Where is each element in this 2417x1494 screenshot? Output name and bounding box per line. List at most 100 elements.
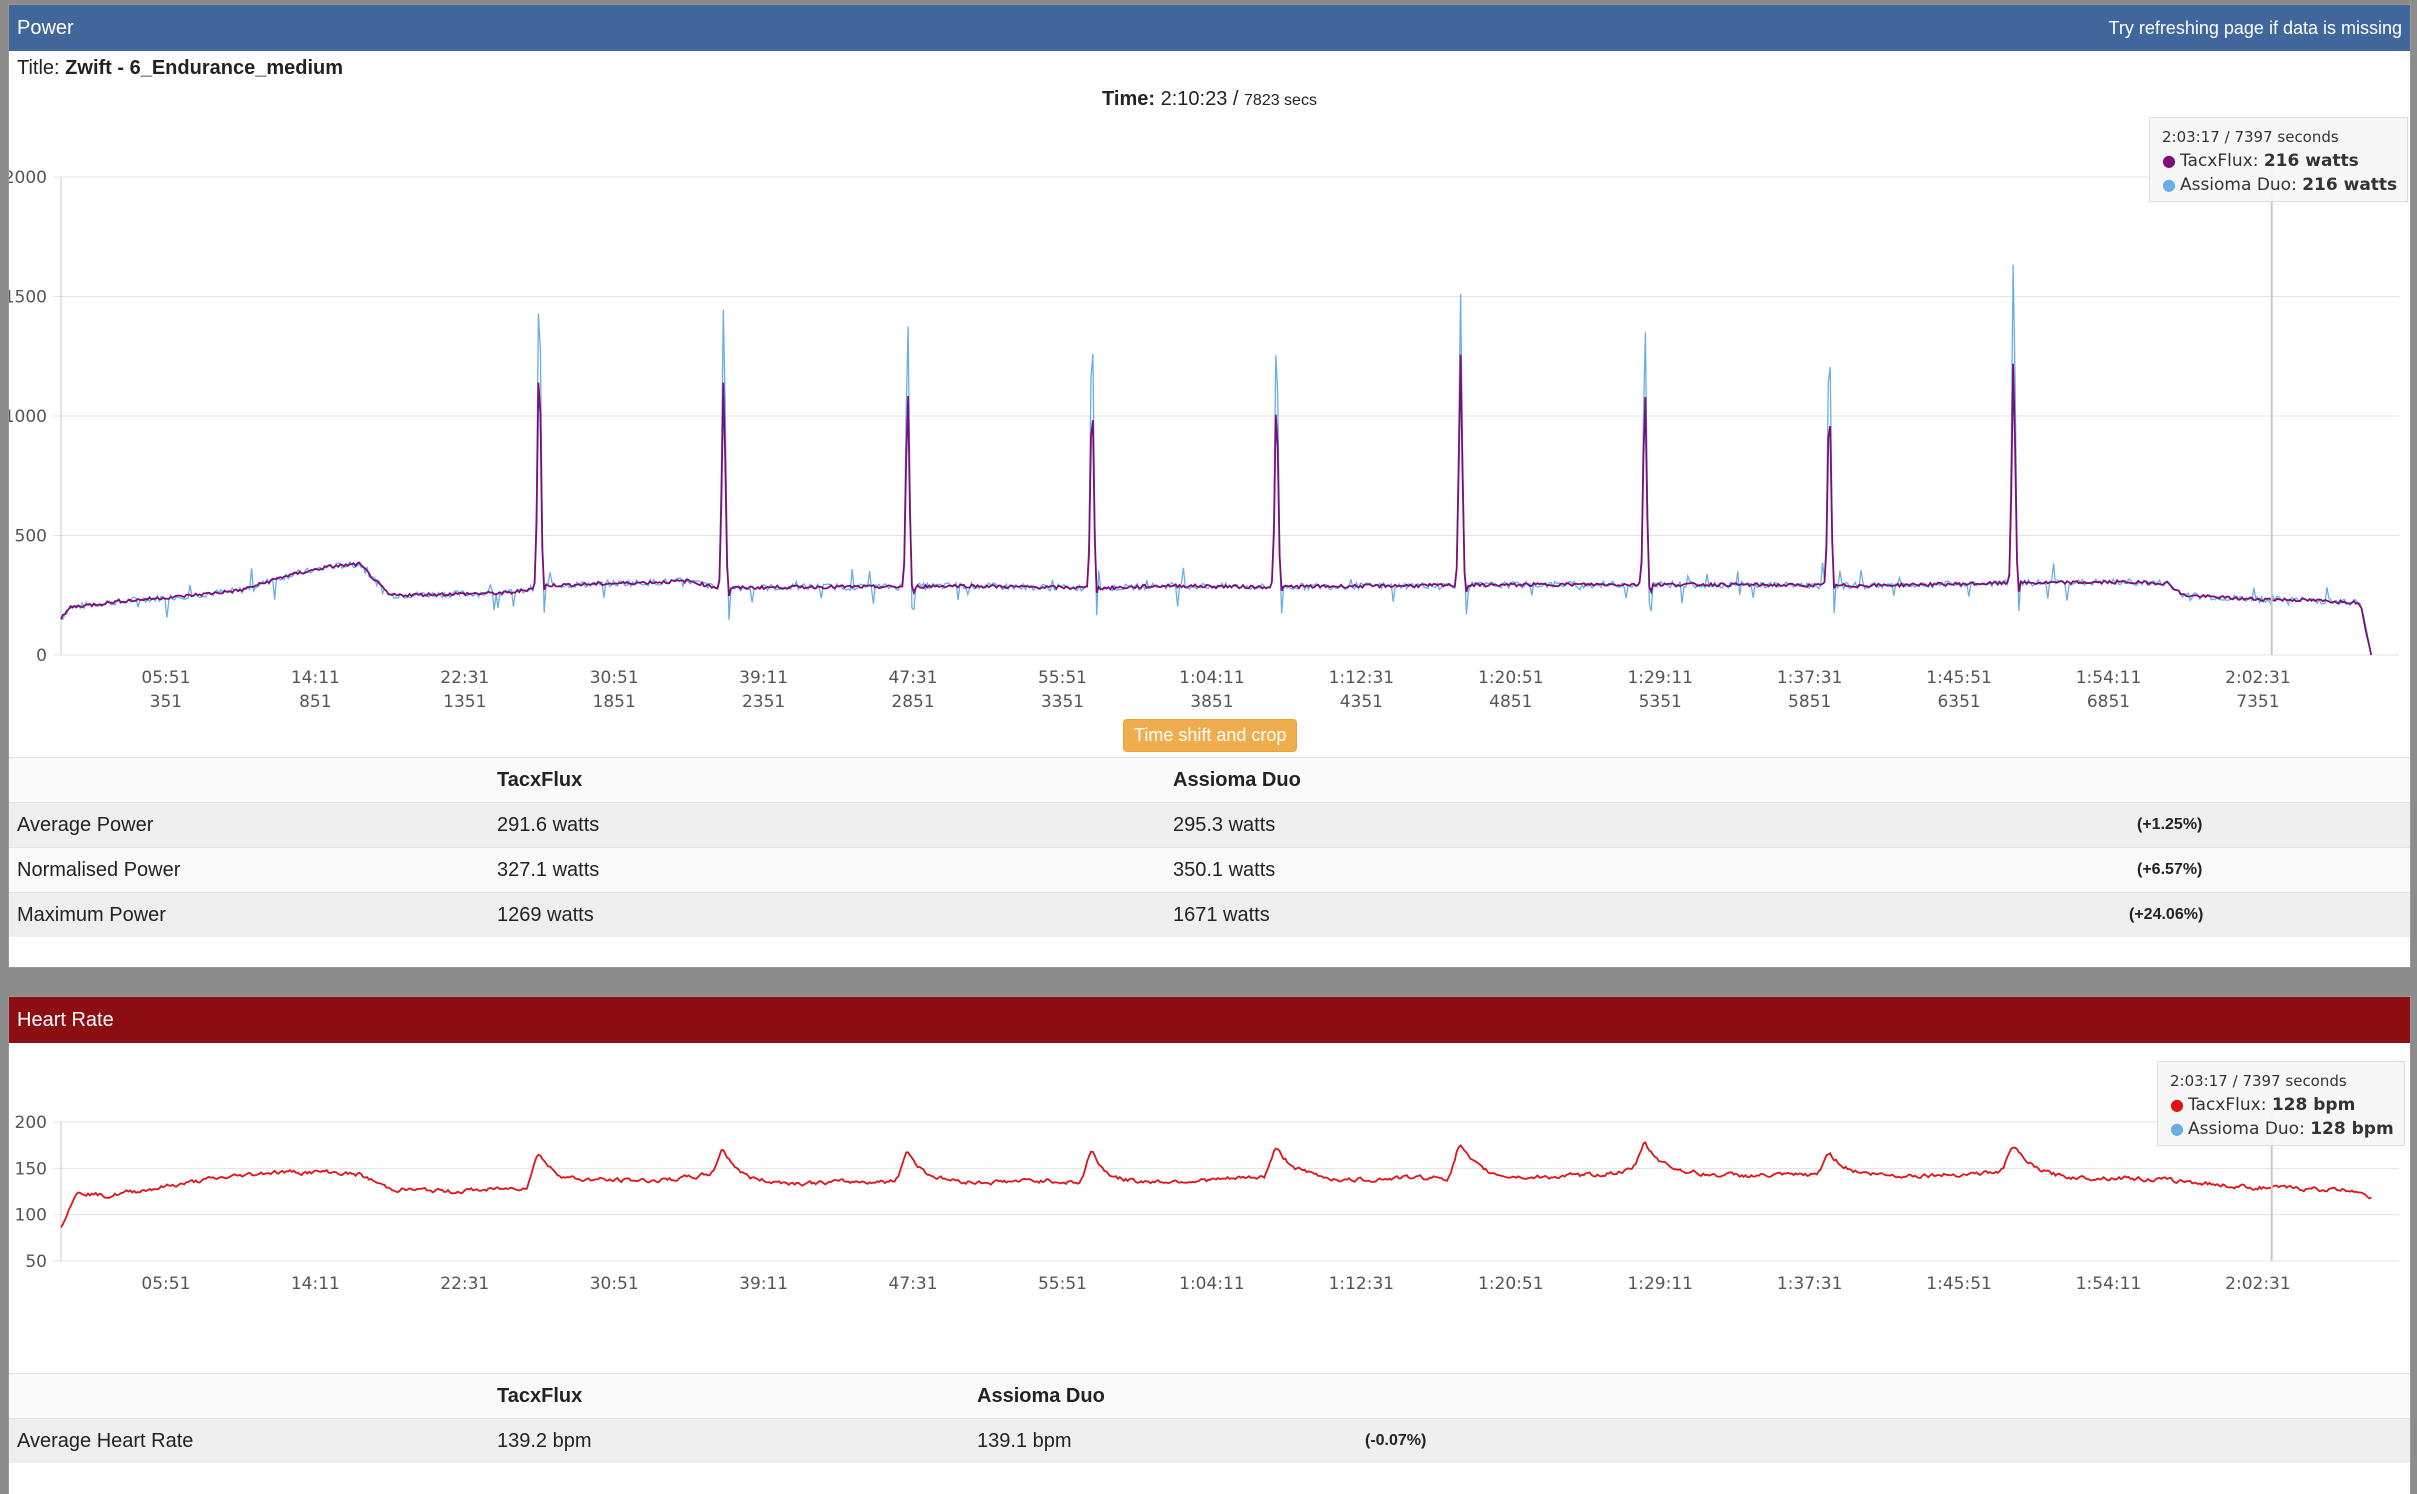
hr-tooltip-s1-value: 128 bpm bbox=[2271, 1095, 2356, 1115]
row-value-tacxflux: 327.1 watts bbox=[497, 858, 600, 881]
table-header-empty bbox=[9, 1374, 489, 1419]
power-tooltip-s1-name: TacxFlux: bbox=[2179, 151, 2259, 171]
x-tick-label-secs: 6851 bbox=[2087, 692, 2130, 712]
x-tick-label: 1:20:51 bbox=[1478, 1274, 1544, 1294]
x-tick-label: 22:31 bbox=[440, 1274, 489, 1294]
x-tick-label-secs: 1851 bbox=[593, 692, 636, 712]
heart-rate-panel-title: Heart Rate bbox=[17, 1009, 114, 1031]
x-tick-label: 1:54:11 bbox=[2076, 668, 2142, 688]
y-tick-label: 200 bbox=[15, 1113, 47, 1133]
heart-rate-panel: Heart Rate 50 100 150 200 05:51 14:11 22:31 30:… bbox=[8, 996, 2411, 1494]
power-tooltip-seconds: 7397 seconds bbox=[2234, 128, 2339, 146]
row-diff: (+1.25%) bbox=[2137, 816, 2203, 833]
series-dot-icon: ● bbox=[2162, 175, 2176, 194]
x-tick-label: 05:51 bbox=[141, 1274, 190, 1294]
table-header-row: TacxFlux Assioma Duo bbox=[9, 1373, 2410, 1419]
x-tick-label: 47:31 bbox=[889, 668, 938, 688]
power-panel: Power Try refreshing page if data is mis… bbox=[8, 4, 2411, 968]
x-tick-label: 14:11 bbox=[291, 1274, 340, 1294]
row-value-tacxflux: 139.2 bpm bbox=[497, 1429, 592, 1452]
power-tooltip-s1-value: 216 watts bbox=[2263, 151, 2359, 171]
series-dot-icon: ● bbox=[2162, 151, 2176, 170]
x-tick-label: 39:11 bbox=[739, 1274, 788, 1294]
y-tick-label: 0 bbox=[36, 646, 47, 666]
hr-tooltip-time-value: 2:03:17 bbox=[2170, 1072, 2228, 1090]
row-diff: (+6.57%) bbox=[2137, 861, 2203, 878]
table-header-empty bbox=[9, 758, 489, 803]
x-tick-label: 30:51 bbox=[590, 668, 639, 688]
x-tick-label: 1:29:11 bbox=[1627, 1274, 1693, 1294]
x-tick-label-secs: 5351 bbox=[1639, 692, 1682, 712]
x-tick-label: 1:37:31 bbox=[1777, 1274, 1843, 1294]
row-label: Average Heart Rate bbox=[17, 1429, 194, 1452]
x-tick-label: 1:45:51 bbox=[1926, 668, 1992, 688]
x-tick-label-secs: 1351 bbox=[443, 692, 486, 712]
x-tick-label-secs: 2851 bbox=[891, 692, 934, 712]
x-tick-label-secs: 5851 bbox=[1788, 692, 1831, 712]
y-tick-label: 50 bbox=[25, 1252, 47, 1272]
power-chart[interactable]: 0 500 1000 1500 2000 05:51 351 14:11 851 22:31 135… bbox=[9, 145, 2410, 725]
heart-rate-panel-header: Heart Rate bbox=[9, 997, 2410, 1043]
hr-tooltip-sep: / bbox=[2232, 1072, 2238, 1090]
x-tick-label: 1:04:11 bbox=[1179, 668, 1245, 688]
x-tick-label-secs: 4351 bbox=[1340, 692, 1383, 712]
x-tick-label: 2:02:31 bbox=[2225, 1274, 2291, 1294]
x-tick-label-secs: 851 bbox=[299, 692, 331, 712]
power-tooltip-s2-value: 216 watts bbox=[2302, 175, 2398, 195]
hr-tooltip-seconds: 7397 seconds bbox=[2242, 1072, 2347, 1090]
row-diff: (-0.07%) bbox=[1365, 1432, 1427, 1449]
x-tick-label: 2:02:31 bbox=[2225, 668, 2291, 688]
heart-rate-tooltip: 2:03:17 / 7397 seconds ● TacxFlux: 128 bp… bbox=[2157, 1061, 2405, 1146]
power-tooltip-sep: / bbox=[2224, 128, 2230, 146]
table-header-tacxflux: TacxFlux bbox=[497, 768, 583, 791]
row-value-assioma: 350.1 watts bbox=[1173, 858, 1276, 881]
ride-title-value: Zwift - 6_Endurance_medium bbox=[65, 57, 344, 79]
power-panel-header: Power Try refreshing page if data is mis… bbox=[9, 5, 2410, 51]
x-tick-label-secs: 2351 bbox=[742, 692, 785, 712]
table-header-row: TacxFlux Assioma Duo bbox=[9, 757, 2410, 803]
row-value-assioma: 1671 watts bbox=[1173, 903, 1270, 926]
power-tooltip-series2: ● Assioma Duo: 216 watts bbox=[2162, 173, 2397, 197]
row-value-tacxflux: 291.6 watts bbox=[497, 813, 600, 836]
x-tick-label: 1:12:31 bbox=[1329, 668, 1395, 688]
ride-time-value: 2:10:23 bbox=[1160, 88, 1228, 110]
row-label: Maximum Power bbox=[17, 903, 166, 926]
x-tick-label: 14:11 bbox=[291, 668, 340, 688]
hr-tooltip-time: 2:03:17 / 7397 seconds bbox=[2170, 1070, 2394, 1093]
table-row: Average Power 291.6 watts 295.3 watts (+… bbox=[9, 802, 2410, 848]
table-header-assioma: Assioma Duo bbox=[1173, 768, 1301, 791]
ride-time-label: Time: bbox=[1102, 88, 1156, 110]
table-header-diff bbox=[1357, 1374, 2410, 1419]
x-tick-label: 1:20:51 bbox=[1478, 668, 1544, 688]
x-tick-label-secs: 351 bbox=[150, 692, 182, 712]
row-value-assioma: 139.1 bpm bbox=[977, 1429, 1072, 1452]
refresh-hint: Try refreshing page if data is missing bbox=[2108, 18, 2402, 38]
ride-time-sep: / bbox=[1232, 88, 1239, 110]
power-tooltip-time-value: 2:03:17 bbox=[2162, 128, 2220, 146]
table-row: Normalised Power 327.1 watts 350.1 watts… bbox=[9, 847, 2410, 893]
x-tick-label: 39:11 bbox=[739, 668, 788, 688]
heart-rate-chart[interactable]: 50 100 150 200 05:51 14:11 22:31 30:51 39:11 47:3… bbox=[9, 1097, 2410, 1347]
y-tick-label: 2000 bbox=[9, 168, 47, 188]
row-label: Average Power bbox=[17, 813, 154, 836]
x-tick-label: 05:51 bbox=[141, 668, 190, 688]
x-tick-label: 1:45:51 bbox=[1926, 1274, 1992, 1294]
row-label: Normalised Power bbox=[17, 858, 181, 881]
hr-tooltip-s1-name: TacxFlux: bbox=[2187, 1095, 2267, 1115]
power-tooltip-series1: ● TacxFlux: 216 watts bbox=[2162, 149, 2397, 173]
time-shift-crop-button[interactable]: Time shift and crop bbox=[1123, 719, 1298, 752]
x-tick-label: 30:51 bbox=[590, 1274, 639, 1294]
x-tick-label: 55:51 bbox=[1038, 668, 1087, 688]
x-tick-label: 55:51 bbox=[1038, 1274, 1087, 1294]
x-tick-label-secs: 3351 bbox=[1041, 692, 1084, 712]
series-dot-icon: ● bbox=[2170, 1095, 2184, 1114]
x-tick-label-secs: 6351 bbox=[1937, 692, 1980, 712]
y-tick-label: 1500 bbox=[9, 288, 47, 308]
y-tick-label: 500 bbox=[15, 527, 47, 547]
x-tick-label-secs: 4851 bbox=[1489, 692, 1532, 712]
x-tick-label: 47:31 bbox=[889, 1274, 938, 1294]
ride-title-label: Title: bbox=[17, 57, 60, 79]
power-stats-table: TacxFlux Assioma Duo Average Power 291.6… bbox=[9, 757, 2410, 937]
ride-title: Title: Zwift - 6_Endurance_medium bbox=[17, 57, 343, 80]
x-tick-label: 1:29:11 bbox=[1627, 668, 1693, 688]
